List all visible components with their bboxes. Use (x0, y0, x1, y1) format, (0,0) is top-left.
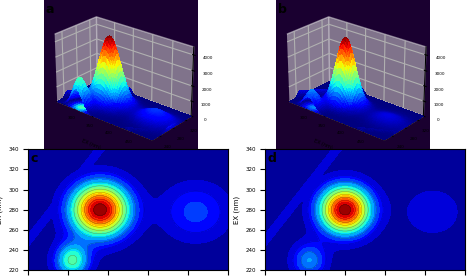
Text: b: b (278, 3, 287, 16)
Text: a: a (46, 3, 55, 16)
Y-axis label: EX (nm): EX (nm) (233, 196, 240, 224)
Text: c: c (31, 152, 38, 165)
Y-axis label: EX (nm): EX (nm) (0, 196, 3, 224)
X-axis label: EX (nm): EX (nm) (313, 139, 334, 151)
Text: d: d (268, 152, 277, 165)
X-axis label: EX (nm): EX (nm) (81, 139, 101, 151)
